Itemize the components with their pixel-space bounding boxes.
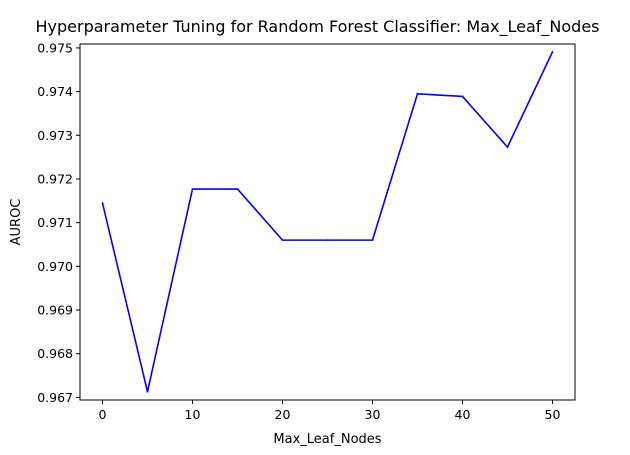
data-point bbox=[506, 146, 509, 148]
data-point bbox=[416, 92, 419, 95]
y-tick-label: 0.975 bbox=[37, 40, 73, 55]
plot-area bbox=[79, 43, 576, 401]
y-tick-label: 0.974 bbox=[37, 84, 73, 99]
y-tick-label: 0.972 bbox=[37, 171, 73, 186]
x-tick-label: 20 bbox=[275, 407, 291, 422]
x-tick-label: 40 bbox=[455, 407, 471, 422]
y-axis: 0.967 0.968 0.969 0.970 0.971 0.972 0.973 0.974… bbox=[37, 40, 80, 405]
x-axis: 0 10 20 30 40 50 bbox=[99, 400, 561, 422]
x-tick-label: 0 bbox=[99, 407, 107, 422]
x-tick-label: 30 bbox=[365, 407, 381, 422]
data-point bbox=[551, 50, 554, 53]
data-point bbox=[146, 390, 149, 393]
series-layer bbox=[101, 50, 554, 393]
data-point bbox=[326, 239, 329, 242]
series-line bbox=[101, 51, 554, 393]
y-tick-label: 0.970 bbox=[37, 259, 73, 274]
x-tick-label: 50 bbox=[545, 407, 561, 422]
y-axis-label: AUROC bbox=[9, 199, 24, 246]
y-tick-label: 0.967 bbox=[37, 390, 73, 405]
x-axis-label: Max_Leaf_Nodes bbox=[273, 432, 381, 447]
y-tick-label: 0.971 bbox=[37, 215, 73, 230]
y-tick-label: 0.968 bbox=[37, 346, 73, 361]
x-tick-label: 10 bbox=[185, 407, 201, 422]
data-point bbox=[371, 239, 374, 242]
data-point bbox=[461, 95, 464, 98]
chart-title: Hyperparameter Tuning for Random Forest … bbox=[35, 17, 599, 37]
data-point bbox=[281, 239, 284, 242]
y-tick-label: 0.969 bbox=[37, 303, 73, 318]
data-point bbox=[101, 202, 104, 204]
y-tick-label: 0.973 bbox=[37, 128, 73, 143]
data-point bbox=[236, 188, 239, 190]
data-point bbox=[191, 188, 194, 190]
